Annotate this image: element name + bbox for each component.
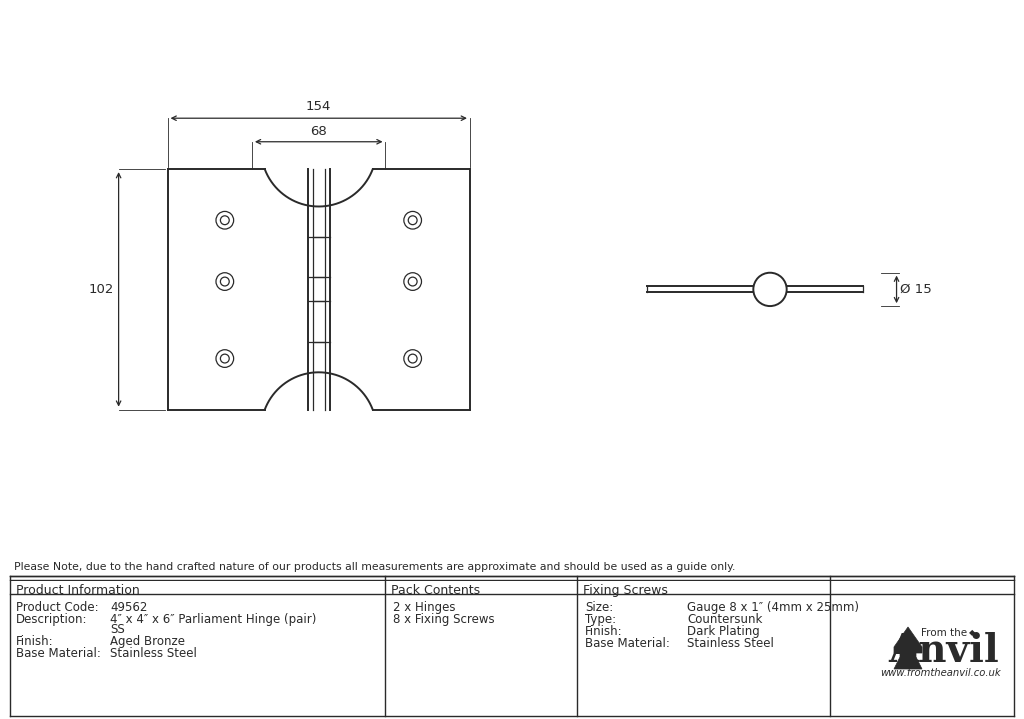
Text: 49562: 49562 — [110, 600, 147, 613]
Text: Aged Bronze: Aged Bronze — [110, 634, 185, 648]
Text: Gauge 8 x 1″ (4mm x 25mm): Gauge 8 x 1″ (4mm x 25mm) — [687, 600, 859, 613]
Text: Description:: Description: — [16, 613, 87, 626]
Text: Dark Plating: Dark Plating — [687, 625, 760, 638]
Text: Type:: Type: — [585, 613, 616, 626]
Text: Stainless Steel: Stainless Steel — [110, 646, 197, 659]
Text: Please Note, due to the hand crafted nature of our products all measurements are: Please Note, due to the hand crafted nat… — [14, 562, 735, 572]
Text: Fixing Screws: Fixing Screws — [583, 584, 668, 597]
Text: Base Material:: Base Material: — [585, 636, 670, 649]
Text: 8 x Fixing Screws: 8 x Fixing Screws — [393, 613, 495, 626]
Text: 154: 154 — [306, 101, 332, 114]
Text: From the: From the — [921, 628, 967, 638]
Text: Ø 15: Ø 15 — [900, 283, 932, 296]
Text: 4″ x 4″ x 6″ Parliament Hinge (pair): 4″ x 4″ x 6″ Parliament Hinge (pair) — [110, 613, 316, 626]
Text: Product Information: Product Information — [16, 584, 139, 597]
Text: Finish:: Finish: — [585, 625, 623, 638]
Text: www.fromtheanvil.co.uk: www.fromtheanvil.co.uk — [880, 668, 1000, 678]
Text: ◆: ◆ — [969, 628, 975, 638]
Text: Stainless Steel: Stainless Steel — [687, 636, 774, 649]
Text: 68: 68 — [310, 125, 327, 138]
Text: Countersunk: Countersunk — [687, 613, 763, 626]
Text: Product Code:: Product Code: — [16, 600, 98, 613]
Text: 2 x Hinges: 2 x Hinges — [393, 600, 456, 613]
Text: Pack Contents: Pack Contents — [391, 584, 480, 597]
Text: Base Material:: Base Material: — [16, 646, 101, 659]
Text: Anvil: Anvil — [889, 632, 999, 670]
Text: Size:: Size: — [585, 600, 613, 613]
Text: SS: SS — [110, 623, 125, 636]
Polygon shape — [894, 627, 922, 669]
Text: Finish:: Finish: — [16, 634, 53, 648]
Text: 102: 102 — [88, 283, 114, 296]
